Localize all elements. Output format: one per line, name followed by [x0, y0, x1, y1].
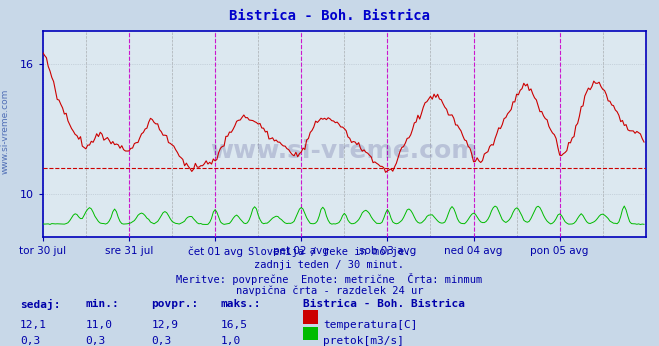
- Text: www.si-vreme.com: www.si-vreme.com: [1, 89, 10, 174]
- Text: zadnji teden / 30 minut.: zadnji teden / 30 minut.: [254, 260, 405, 270]
- Text: 0,3: 0,3: [152, 336, 172, 346]
- Text: 0,3: 0,3: [86, 336, 106, 346]
- Text: Slovenija / reke in morje.: Slovenija / reke in morje.: [248, 247, 411, 257]
- Text: 16,5: 16,5: [221, 320, 248, 330]
- Text: 11,0: 11,0: [86, 320, 113, 330]
- Text: www.si-vreme.com: www.si-vreme.com: [211, 138, 478, 163]
- Text: maks.:: maks.:: [221, 299, 261, 309]
- Text: 12,9: 12,9: [152, 320, 179, 330]
- Text: Meritve: povprečne  Enote: metrične  Črta: minmum: Meritve: povprečne Enote: metrične Črta:…: [177, 273, 482, 284]
- Text: Bistrica - Boh. Bistrica: Bistrica - Boh. Bistrica: [303, 299, 465, 309]
- Text: povpr.:: povpr.:: [152, 299, 199, 309]
- Text: 0,3: 0,3: [20, 336, 40, 346]
- Text: 12,1: 12,1: [20, 320, 47, 330]
- Text: temperatura[C]: temperatura[C]: [323, 320, 417, 330]
- Text: sedaj:: sedaj:: [20, 299, 60, 310]
- Text: pretok[m3/s]: pretok[m3/s]: [323, 336, 404, 346]
- Text: Bistrica - Boh. Bistrica: Bistrica - Boh. Bistrica: [229, 9, 430, 22]
- Text: min.:: min.:: [86, 299, 119, 309]
- Text: 1,0: 1,0: [221, 336, 241, 346]
- Text: navpična črta - razdelek 24 ur: navpična črta - razdelek 24 ur: [236, 285, 423, 296]
